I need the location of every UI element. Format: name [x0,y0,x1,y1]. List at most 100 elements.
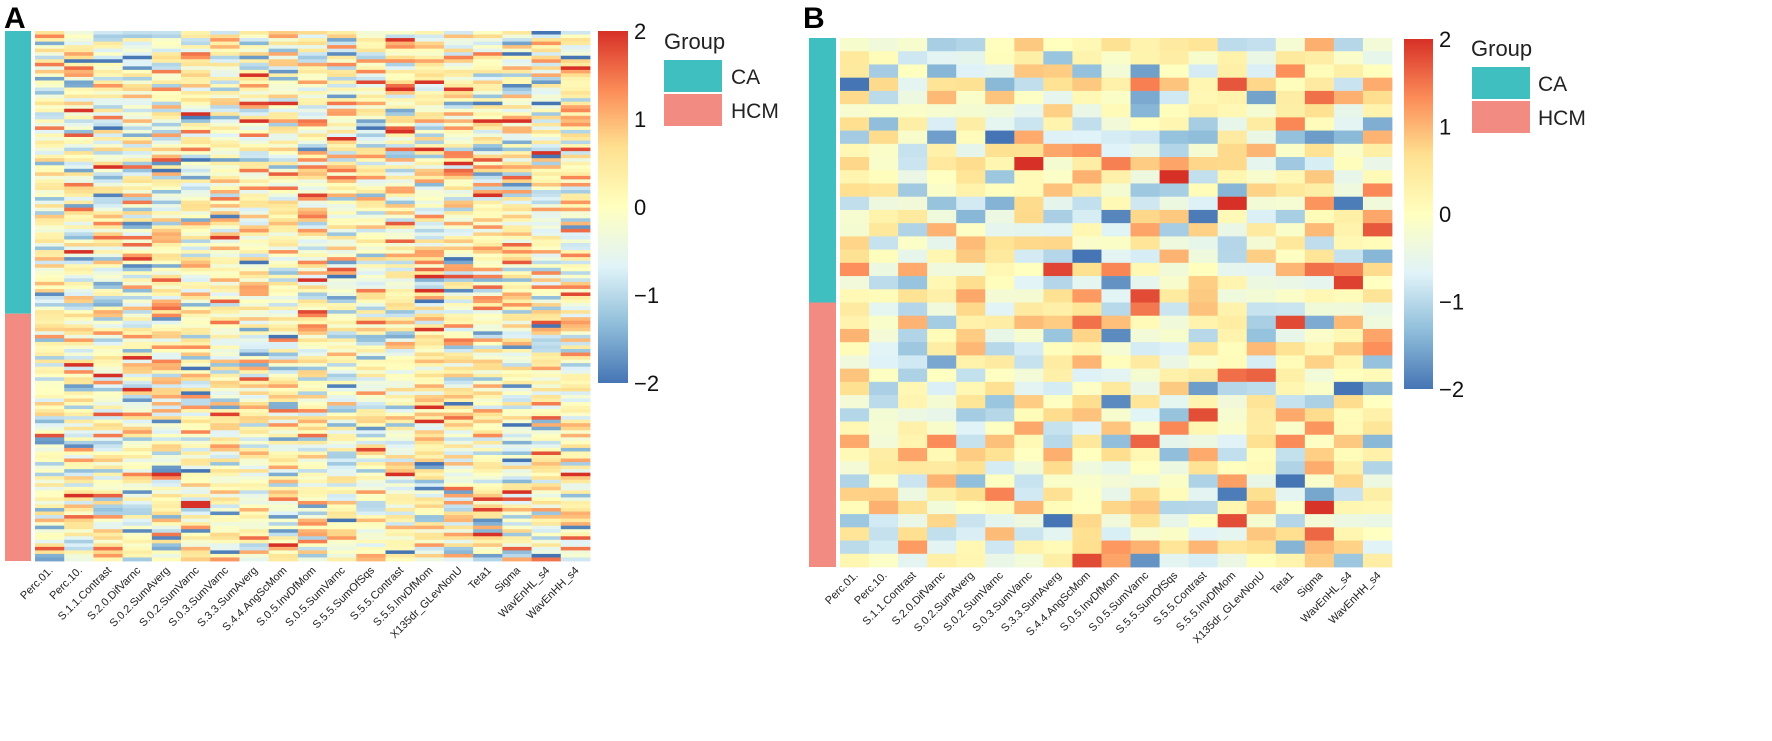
panel-a-cell [414,218,445,223]
panel-a-cell [327,186,357,191]
panel-a-cell [181,387,211,392]
panel-a-cell [181,511,211,516]
panel-a-cell [64,324,94,329]
panel-a-cell [297,500,328,505]
panel-a-cell [327,356,357,360]
panel-a-cell [502,228,532,233]
panel-b-cell [1101,381,1131,396]
panel-a-cell [502,437,532,442]
panel-a-cell [181,55,211,60]
panel-a-cell [122,472,153,477]
panel-a-cell [473,444,503,449]
panel-a-cell [385,161,416,166]
panel-a-cell [414,398,445,403]
panel-a-cell [181,447,211,452]
panel-b-cell [1275,408,1306,422]
panel-a-cell [473,154,503,159]
panel-a-cell [151,84,182,88]
panel-a-cell [414,447,445,452]
panel-a-cell [122,327,153,332]
panel-a-cell [122,402,153,406]
panel-a-cell [268,306,299,311]
panel-b-cell [898,302,928,317]
panel-a-cell [210,55,240,60]
panel-a-cell [414,387,445,392]
panel-a-cell [560,94,591,99]
panel-a-cell [443,476,474,481]
panel-a-cell [268,310,299,315]
panel-a-cell [327,387,357,392]
panel-b-cell [1304,514,1335,528]
panel-a-cell [151,370,182,375]
panel-a-cell [502,370,532,375]
panel-b-cell [1014,395,1044,409]
panel-a-cell [151,543,182,548]
panel-a-cell [181,218,211,223]
panel-a-cell [239,324,270,329]
panel-a-cell [268,486,299,491]
panel-b-cell [956,196,986,211]
panel-b-cell [1304,170,1335,184]
panel-a-cell [560,310,591,315]
panel-a-cell [210,412,240,417]
panel-a-cell [210,235,240,240]
panel-a-cell [239,84,270,88]
panel-a-cell [93,80,124,85]
panel-a-cell [531,101,562,106]
panel-a-cell [93,334,124,339]
panel-a-cell [473,69,503,74]
panel-a-cell [239,264,270,269]
panel-a-cell [297,144,328,148]
panel-a-cell [443,306,474,311]
panel-a-cell [502,235,532,240]
panel-a-cell [414,274,445,279]
panel-a-cell [473,465,503,470]
panel-a-cell [297,553,328,558]
panel-a-cell [327,511,357,516]
panel-a-cell [327,161,357,166]
panel-a-cell [560,426,591,431]
panel-a-cell [297,55,328,60]
panel-a-cell [239,175,270,180]
panel-a-cell [35,412,65,417]
panel-a-cell [560,193,591,198]
panel-a-cell [414,500,445,505]
panel-a-cell [239,115,270,120]
panel-a-cell [560,267,591,272]
panel-b-cell [1304,143,1335,158]
panel-a-cell [414,497,445,502]
panel-a-cell [473,370,503,375]
panel-a-cell [560,451,591,456]
panel-a-cell [35,260,65,265]
panel-a-cell [385,518,416,523]
panel-a-cell [327,214,357,219]
panel-b-cell [985,368,1015,383]
panel-a-cell [385,235,416,240]
panel-a-cell [35,426,65,431]
panel-a-cell [239,370,270,375]
panel-a-cell [327,458,357,463]
panel-a-cell [443,349,474,353]
panel-a-cell [210,94,240,99]
panel-b-cell [898,130,928,145]
panel-a-cell [356,500,386,505]
panel-a-cell [239,472,270,477]
panel-a-cell [414,522,445,527]
panel-b-cell [1072,249,1102,264]
panel-a-cell [531,511,562,516]
panel-a-cell [268,94,299,99]
panel-a-cell [385,140,416,145]
panel-b-cell [1275,223,1306,237]
panel-b-cell [956,117,986,131]
panel-a-cell [239,214,270,219]
panel-a-cell [181,179,211,184]
panel-a-cell [385,546,416,551]
panel-b-cell [840,276,870,290]
panel-b-cell [1217,209,1248,224]
panel-b-col-label-15: Teta1 [1269,570,1297,598]
panel-a-cell [210,274,240,279]
panel-a-cell [181,38,211,42]
panel-a-cell [560,557,591,562]
panel-a-cell [502,334,532,339]
panel-a-cell [385,264,416,269]
